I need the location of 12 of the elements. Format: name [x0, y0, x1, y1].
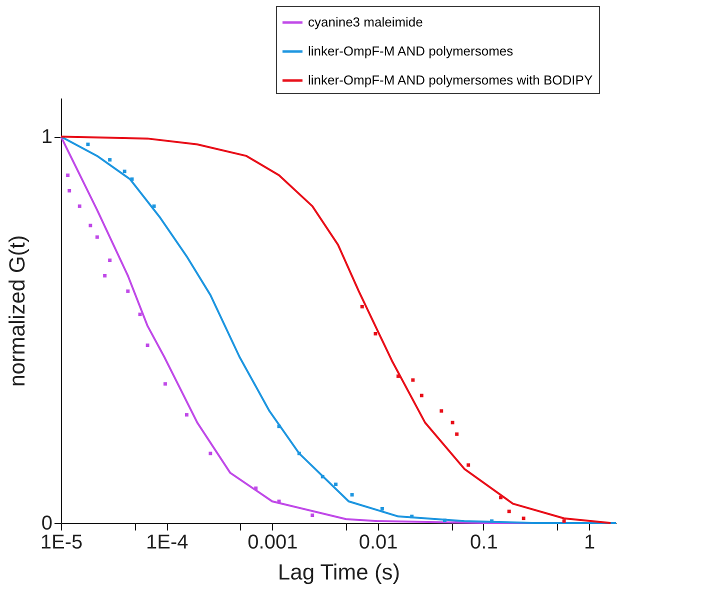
- y-axis-title: normalized G(t): [4, 235, 30, 387]
- x-tick-label: 1E-5: [40, 532, 83, 554]
- x-tick-label: 0.01: [358, 532, 398, 554]
- legend-label: linker-OmpF-M AND polymersomes with BODIPY: [308, 72, 593, 88]
- x-tick-label: 0.001: [248, 532, 298, 554]
- legend-label: cyanine3 maleimide: [308, 14, 423, 30]
- x-tick-label: 1: [584, 532, 596, 554]
- x-axis-title: Lag Time (s): [278, 560, 400, 584]
- y-tick-label: 0: [41, 512, 52, 534]
- x-tick-label: 0.1: [470, 532, 498, 554]
- x-tick-label: 1E-4: [146, 532, 188, 554]
- legend-label: linker-OmpF-M AND polymersomes: [308, 44, 514, 58]
